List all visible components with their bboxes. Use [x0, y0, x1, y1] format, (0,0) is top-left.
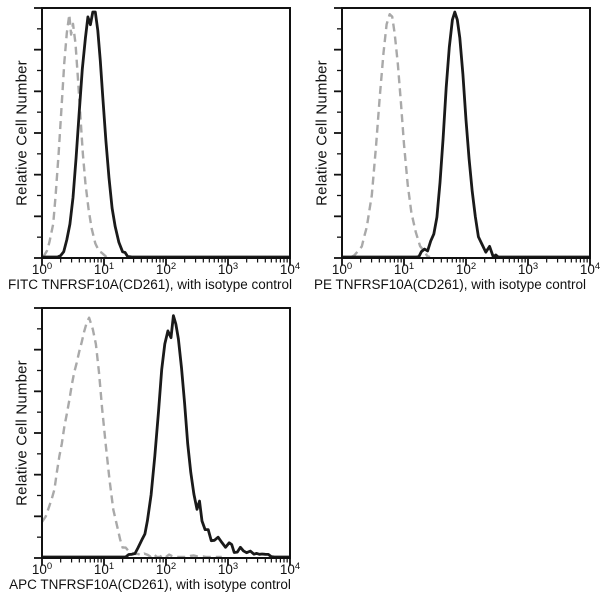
x-tick-label-10e2: 102	[156, 261, 176, 277]
series-curve-pe-tnfrsf10a-cd261-	[342, 10, 590, 259]
x-tick-label-10e3: 103	[218, 561, 238, 577]
x-tick-label-10e0: 100	[32, 261, 52, 277]
apc-plot-area: 100 101 102 103 104	[32, 307, 300, 577]
series-curve-isotype-control	[41, 316, 222, 559]
plot-frame	[41, 307, 291, 559]
x-tick-label-10e4: 104	[580, 261, 600, 277]
series-curve-fitc-tnfrsf10a-cd261-	[42, 10, 290, 259]
series-curve-isotype-control	[350, 13, 431, 259]
apc-y-axis-label: Relative Cell Number	[13, 360, 31, 506]
panel-fitc-histogram: 100 101 102 103 104 Relative Cell Number FIT…	[0, 0, 300, 300]
fitc-x-axis-label: FITC TNFRSF10A(CD261), with isotype cont…	[7, 277, 293, 292]
x-tick-label-10e3: 103	[218, 261, 238, 277]
x-tick-label-10e2: 102	[456, 261, 476, 277]
x-tick-label-10e4: 104	[280, 261, 300, 277]
x-tick-label-10e4: 104	[280, 561, 300, 577]
x-tick-label-10e2: 102	[156, 561, 176, 577]
fitc-y-axis-label: Relative Cell Number	[13, 60, 31, 206]
x-tick-label-10e1: 101	[394, 261, 414, 277]
x-tick-label-10e3: 103	[518, 261, 538, 277]
x-tick-label-10e1: 101	[94, 261, 114, 277]
x-tick-label-10e0: 100	[332, 261, 352, 277]
fitc-plot-area: 100 101 102 103 104	[32, 7, 300, 277]
panel-apc-histogram: 100 101 102 103 104 Relative Cell Number APC…	[0, 300, 300, 600]
x-tick-label-10e1: 101	[94, 561, 114, 577]
pe-plot-area: 100 101 102 103 104	[332, 7, 600, 277]
panel-pe-histogram: 100 101 102 103 104 Relative Cell Number PE …	[300, 0, 600, 300]
pe-y-axis-label: Relative Cell Number	[313, 60, 331, 206]
plot-frame	[41, 7, 291, 259]
pe-x-axis-label: PE TNFRSF10A(CD261), with isotype contro…	[313, 277, 587, 292]
apc-x-axis-label: APC TNFRSF10A(CD261), with isotype contr…	[9, 577, 291, 592]
plot-frame	[341, 7, 591, 259]
x-tick-label-10e0: 100	[32, 561, 52, 577]
